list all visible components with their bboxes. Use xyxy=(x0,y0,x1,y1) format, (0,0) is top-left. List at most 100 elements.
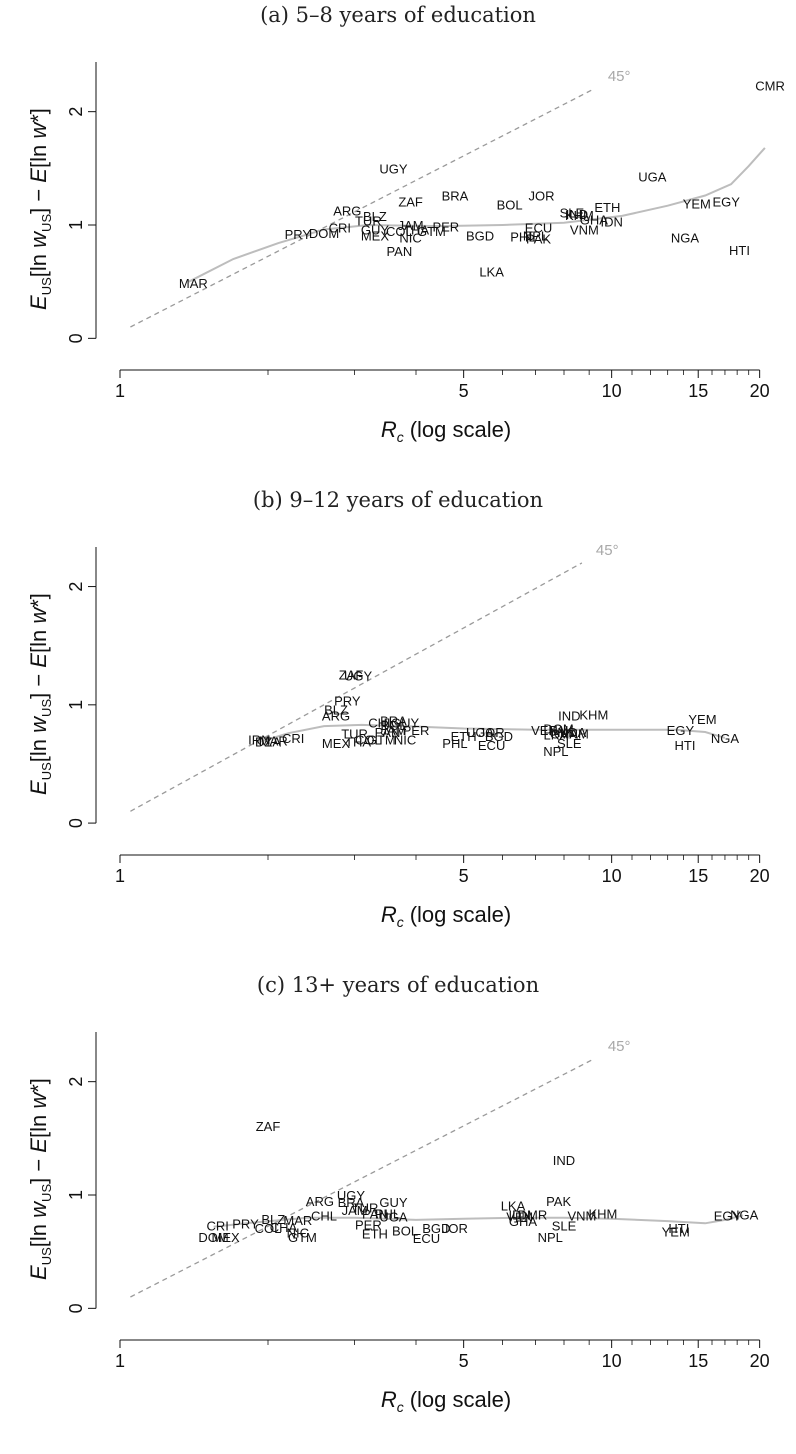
x-axis-label: Rc (log scale) xyxy=(381,902,511,930)
country-label: SLE xyxy=(557,736,582,751)
ylabel-part: [ln xyxy=(26,1218,51,1247)
country-label: MAR xyxy=(179,276,208,291)
country-label: BRA xyxy=(338,1195,365,1210)
country-label: NGA xyxy=(671,231,700,246)
ylabel-part: ] − xyxy=(26,183,51,214)
smoothed-fit-line xyxy=(256,723,726,744)
y-tick-label: 2 xyxy=(66,1077,86,1087)
country-label: BLZ xyxy=(363,209,387,224)
country-label: PAN xyxy=(375,725,401,740)
country-label: IND xyxy=(566,207,588,222)
country-label: PER xyxy=(403,723,430,738)
country-label: DOM xyxy=(198,1230,228,1245)
country-label: ETH xyxy=(362,1227,388,1242)
country-label: NIC xyxy=(399,231,421,246)
country-label: NPL xyxy=(523,228,548,243)
country-label: ZAF xyxy=(339,667,364,682)
x-tick-label: 5 xyxy=(459,381,469,401)
ylabel-part: E xyxy=(26,168,51,183)
country-label: EGY xyxy=(712,194,740,209)
country-label: PHL xyxy=(375,1206,400,1221)
country-label: HTI xyxy=(729,243,750,258)
x-axis-rest: (log scale) xyxy=(410,417,511,442)
y-tick-label: 0 xyxy=(66,333,86,343)
country-label: ARG xyxy=(322,709,350,724)
reference-45-line xyxy=(130,88,595,328)
country-label: PER xyxy=(432,219,459,234)
country-label: BLZ xyxy=(261,1212,285,1227)
panel-a: (a) 5–8 years of education 0 1 2 1 5 10 15 20 45°… xyxy=(0,0,796,484)
country-label: JOR xyxy=(529,189,555,204)
country-label: COL xyxy=(355,732,382,747)
country-label: JAM xyxy=(398,218,424,233)
country-label: IND xyxy=(558,709,580,724)
country-label: BGD xyxy=(485,729,513,744)
x-axis-sub: c xyxy=(397,1399,404,1415)
ylabel-part: w xyxy=(26,715,51,733)
country-label: JOR xyxy=(479,725,505,740)
ylabel-part: [ln xyxy=(26,733,51,762)
ylabel-part: w xyxy=(26,230,51,248)
country-label: NPL xyxy=(538,1230,563,1245)
ylabel-part: E xyxy=(26,1138,51,1153)
panel-title: (b) 9–12 years of education xyxy=(253,488,543,512)
country-label: GUY xyxy=(379,1195,408,1210)
country-label: ZAF xyxy=(398,194,423,209)
country-label: TUR xyxy=(341,726,368,741)
ylabel-part: US xyxy=(39,214,54,232)
ylabel-part: E xyxy=(26,1265,51,1280)
country-label: CRI xyxy=(329,220,351,235)
x-tick-label: 10 xyxy=(602,866,622,886)
x-tick-label: 10 xyxy=(602,381,622,401)
y-tick-label: 1 xyxy=(66,700,86,710)
country-label: ARG xyxy=(306,1194,334,1209)
country-label: YEM xyxy=(688,712,716,727)
ylabel-part: US xyxy=(39,762,54,780)
country-label: GHA xyxy=(580,212,609,227)
country-label: BOL xyxy=(497,198,523,213)
country-label: EGY xyxy=(714,1209,742,1224)
country-label: BLZ xyxy=(324,703,348,718)
country-label: BOL xyxy=(392,1223,418,1238)
panel-title: (c) 13+ years of education xyxy=(257,973,539,997)
country-label: HTI xyxy=(668,1221,689,1236)
country-label: BGD xyxy=(422,1221,450,1236)
ylabel-part: US xyxy=(39,1184,54,1202)
y-tick-label: 1 xyxy=(66,220,86,230)
ylabel-part: E xyxy=(26,653,51,668)
country-label: IRN xyxy=(248,732,270,747)
country-label: MAR xyxy=(259,733,288,748)
x-tick-label: 15 xyxy=(688,1351,708,1371)
y-tick-label: 0 xyxy=(66,818,86,828)
ylabel-part: US xyxy=(39,1247,54,1265)
country-label: MEX xyxy=(322,736,351,751)
country-label: ECU xyxy=(525,220,552,235)
country-label: JAM xyxy=(342,1203,368,1218)
ylabel-part: w xyxy=(26,1091,51,1109)
country-label: PRY xyxy=(285,227,312,242)
country-label: THA xyxy=(345,735,371,750)
country-label: MAR xyxy=(283,1213,312,1228)
country-label: LKA xyxy=(479,265,504,280)
ylabel-part: E xyxy=(26,295,51,310)
x-axis-var: R xyxy=(381,1387,397,1412)
country-label: CRI xyxy=(206,1219,228,1234)
country-label: SLE xyxy=(552,1219,577,1234)
country-label: NPL xyxy=(543,744,568,759)
reference-45-label: 45° xyxy=(608,68,631,85)
country-label: BOL xyxy=(380,718,406,733)
ylabel-part: w xyxy=(26,1200,51,1218)
country-label: BGD xyxy=(466,228,494,243)
x-axis-var: R xyxy=(381,417,397,442)
country-label: ETH xyxy=(594,200,620,215)
country-label: JOR xyxy=(442,1221,468,1236)
country-label: PHL xyxy=(510,229,535,244)
ylabel-part: E xyxy=(26,780,51,795)
country-label: MEX xyxy=(361,228,390,243)
reference-45-line xyxy=(130,562,583,812)
country-label: PAK xyxy=(546,1194,571,1209)
country-label: VEN xyxy=(531,723,558,738)
country-label: GUY xyxy=(361,223,390,238)
ylabel-part: [ln xyxy=(26,139,51,168)
x-axis-sub: c xyxy=(397,914,404,930)
